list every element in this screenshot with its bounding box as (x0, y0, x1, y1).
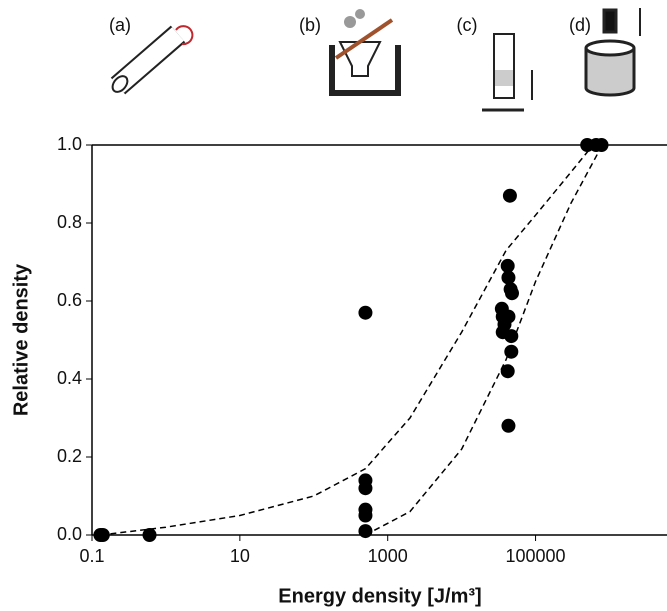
icon-c (482, 34, 532, 110)
point (501, 419, 515, 433)
point (505, 286, 519, 300)
icon-a (110, 26, 193, 95)
point (358, 306, 372, 320)
panel-label: (a) (109, 15, 131, 35)
point (96, 528, 110, 542)
x-tick-label: 1000 (368, 546, 408, 566)
point (503, 189, 517, 203)
x-axis-label: Energy density [J/m³] (278, 585, 481, 607)
point (501, 364, 515, 378)
panel-label: (b) (299, 15, 321, 35)
point (501, 271, 515, 285)
point (143, 528, 157, 542)
point (358, 481, 372, 495)
icon-b (332, 9, 398, 93)
y-axis-label: Relative density (10, 263, 32, 416)
icon-d (586, 8, 640, 95)
chart: (a) (b) (c) (d) Energy density [J/m³] Re… (0, 0, 667, 611)
y-tick-label: 0.4 (57, 368, 82, 388)
panel-label: (c) (457, 15, 478, 35)
y-tick-label: 0.2 (57, 446, 82, 466)
point (504, 345, 518, 359)
y-tick-label: 1.0 (57, 134, 82, 154)
fit-curve (365, 145, 602, 535)
panel-label: (d) (569, 15, 591, 35)
point (358, 509, 372, 523)
x-tick-label: 10 (230, 546, 250, 566)
fit-curve (100, 145, 593, 535)
y-tick-label: 0.0 (57, 524, 82, 544)
x-tick-label: 0.1 (79, 546, 104, 566)
point (358, 524, 372, 538)
point (594, 138, 608, 152)
y-tick-label: 0.8 (57, 212, 82, 232)
point (504, 329, 518, 343)
x-tick-label: 100000 (506, 546, 566, 566)
y-tick-label: 0.6 (57, 290, 82, 310)
